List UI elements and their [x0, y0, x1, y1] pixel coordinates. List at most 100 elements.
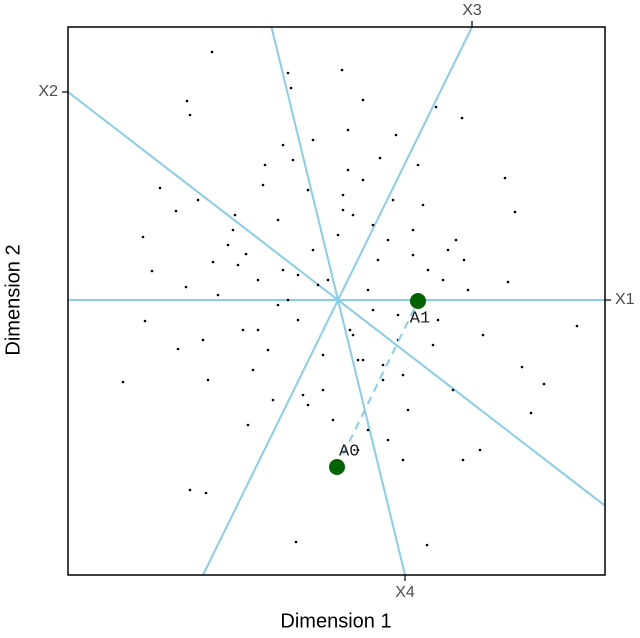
point	[185, 99, 189, 103]
point	[356, 448, 360, 452]
point	[381, 363, 385, 367]
point	[176, 347, 180, 351]
point	[174, 209, 178, 213]
point	[311, 138, 315, 142]
point	[366, 288, 370, 292]
point	[291, 158, 295, 162]
axis-label: X3	[462, 2, 482, 19]
point	[321, 353, 325, 357]
point	[226, 243, 230, 247]
point	[341, 193, 345, 197]
point	[266, 348, 270, 352]
point	[506, 280, 510, 284]
y-axis-title: Dimension 2	[2, 244, 24, 355]
point	[311, 248, 315, 252]
point	[341, 208, 345, 212]
point	[381, 378, 385, 382]
point	[361, 178, 365, 182]
axis-label: X4	[395, 584, 415, 601]
point	[346, 168, 350, 172]
anchor-label: A0	[339, 442, 359, 461]
anchor-label: A1	[410, 309, 430, 328]
point	[233, 213, 237, 217]
point	[461, 458, 465, 462]
point	[188, 488, 192, 492]
point	[481, 333, 485, 337]
point	[406, 408, 410, 412]
point	[201, 338, 205, 342]
point	[401, 458, 405, 462]
point	[236, 263, 240, 267]
point	[251, 368, 255, 372]
point	[121, 380, 125, 384]
point	[204, 491, 208, 495]
point	[241, 328, 245, 332]
point	[441, 278, 445, 282]
point	[376, 258, 380, 262]
anchor-point	[329, 459, 345, 475]
point	[575, 324, 579, 328]
point	[340, 68, 344, 72]
point	[520, 365, 524, 369]
point	[386, 238, 390, 242]
point	[451, 388, 455, 392]
point	[371, 308, 375, 312]
point	[296, 273, 300, 277]
point	[436, 318, 440, 322]
point	[401, 373, 405, 377]
point	[460, 116, 464, 120]
point	[446, 248, 450, 252]
point	[306, 403, 310, 407]
point	[351, 333, 355, 337]
point	[294, 540, 298, 544]
point	[361, 358, 365, 362]
point	[296, 318, 300, 322]
point	[321, 388, 325, 392]
axis-label: X2	[38, 83, 58, 100]
biplot-axis	[67, 91, 606, 507]
point	[426, 268, 430, 272]
anchor-path	[336, 300, 419, 468]
point	[188, 113, 192, 117]
point	[348, 328, 352, 332]
point	[184, 285, 188, 289]
point	[211, 260, 215, 264]
point	[261, 183, 265, 187]
point	[478, 448, 482, 452]
point	[396, 313, 400, 317]
point	[286, 71, 290, 75]
point	[271, 398, 275, 402]
point	[301, 393, 305, 397]
point	[210, 50, 214, 54]
point	[346, 128, 350, 132]
point	[361, 98, 365, 102]
point	[231, 228, 235, 232]
point	[421, 203, 425, 207]
point	[141, 235, 145, 239]
point	[158, 186, 162, 190]
point	[366, 428, 370, 432]
point	[150, 269, 154, 273]
point	[454, 238, 458, 242]
point	[386, 438, 390, 442]
point	[316, 283, 320, 287]
point	[391, 198, 395, 202]
point	[431, 343, 435, 347]
biplot-axis	[270, 26, 406, 576]
axis-label: X1	[615, 291, 635, 308]
point	[466, 288, 470, 292]
point	[263, 163, 267, 167]
point	[276, 303, 280, 307]
point	[513, 210, 517, 214]
point	[206, 378, 210, 382]
point	[244, 252, 248, 256]
point	[503, 176, 507, 180]
plot-frame	[67, 26, 606, 576]
point	[425, 543, 429, 547]
anchor-point	[410, 293, 426, 309]
point	[289, 86, 293, 90]
point	[143, 319, 147, 323]
x-axis-title: Dimension 1	[280, 610, 391, 632]
point	[256, 278, 260, 282]
